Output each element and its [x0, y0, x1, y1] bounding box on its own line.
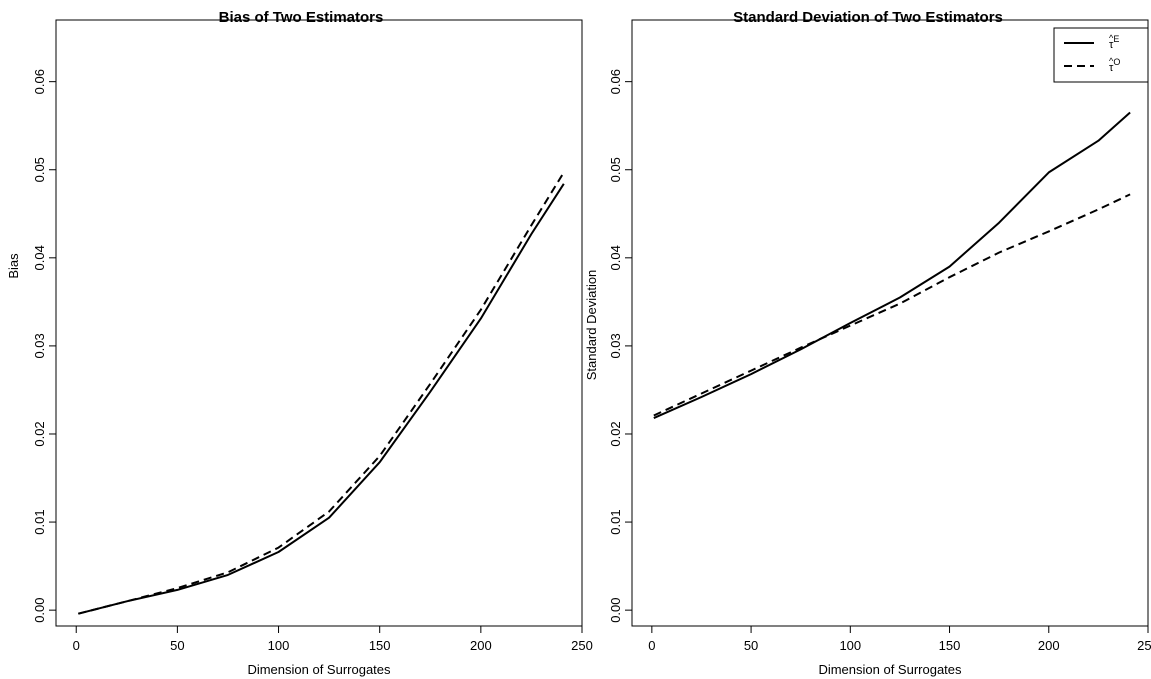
x-tick-label: 100	[839, 638, 861, 653]
x-tick-label: 200	[470, 638, 492, 653]
y-tick-label: 0.01	[608, 509, 623, 534]
x-tick-label: 250	[1137, 638, 1151, 653]
legend-hat: ^	[1109, 56, 1114, 66]
y-axis: 0.00 0.01 0.02 0.03 0.04 0.05 0.06	[32, 69, 57, 623]
series-lines	[653, 111, 1131, 420]
y-tick-label: 0.06	[32, 69, 47, 94]
y-tick-label: 0.02	[32, 421, 47, 446]
x-tick-label: 150	[939, 638, 961, 653]
x-tick-label: 0	[648, 638, 655, 653]
y-tick-label: 0.00	[32, 597, 47, 622]
x-tick-label: 150	[369, 638, 391, 653]
legend-hat: ^	[1109, 33, 1114, 43]
dashed-series-line	[78, 171, 565, 615]
dashed-series-line	[653, 193, 1131, 417]
x-axis-label: Dimension of Surrogates	[247, 662, 391, 677]
x-axis: 0 50 100 150 200 250	[648, 625, 1151, 653]
y-axis-label: Standard Deviation	[584, 270, 599, 381]
chart-title: Bias of Two Estimators	[219, 9, 384, 26]
x-axis-label: Dimension of Surrogates	[818, 662, 962, 677]
x-tick-label: 100	[268, 638, 290, 653]
legend-label-tau-e: τE	[1109, 34, 1119, 51]
series-lines	[78, 171, 565, 615]
solid-series-line	[653, 111, 1131, 420]
y-tick-label: 0.00	[608, 597, 623, 622]
y-tick-label: 0.01	[32, 509, 47, 534]
x-tick-label: 0	[73, 638, 80, 653]
y-tick-label: 0.05	[608, 157, 623, 182]
x-axis: 0 50 100 150 200 250	[73, 625, 593, 653]
legend-box	[1053, 27, 1149, 83]
legend: τE ^ τO ^	[1053, 27, 1149, 83]
y-tick-label: 0.06	[608, 69, 623, 94]
chart-title: Standard Deviation of Two Estimators	[733, 9, 1003, 26]
y-axis-label: Bias	[6, 253, 21, 279]
y-axis: 0.00 0.01 0.02 0.03 0.04 0.05 0.06	[608, 69, 633, 623]
x-tick-label: 200	[1038, 638, 1060, 653]
x-tick-label: 50	[744, 638, 758, 653]
y-tick-label: 0.04	[608, 245, 623, 270]
y-tick-label: 0.05	[32, 157, 47, 182]
legend-label-tau-o: τO	[1109, 57, 1120, 74]
sd-panel: Standard Deviation of Two Estimators 0 50…	[584, 9, 1151, 677]
plot-frame	[631, 19, 1149, 627]
x-tick-label: 250	[571, 638, 593, 653]
bias-panel: Bias of Two Estimators 0 50 100 150 200 250 0…	[6, 9, 593, 677]
solid-series-line	[78, 183, 565, 615]
y-tick-label: 0.02	[608, 421, 623, 446]
y-tick-label: 0.03	[608, 333, 623, 358]
y-tick-label: 0.04	[32, 245, 47, 270]
plot-frame	[55, 19, 583, 627]
x-tick-label: 50	[170, 638, 184, 653]
y-tick-label: 0.03	[32, 333, 47, 358]
